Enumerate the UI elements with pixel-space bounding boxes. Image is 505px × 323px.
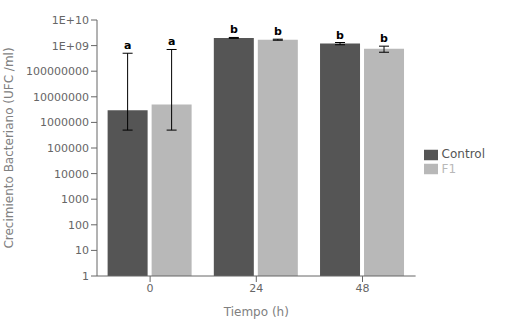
html-text:F1: F1 xyxy=(441,161,457,176)
html-text:Control: Control xyxy=(441,147,485,161)
svg-text:Crecimiento Bacteriano (UFC /m: Crecimiento Bacteriano (UFC /ml) xyxy=(8,47,16,248)
svg-text:b: b xyxy=(380,32,388,45)
svg-text:10000000: 10000000 xyxy=(33,91,89,104)
svg-text:10: 10 xyxy=(75,244,89,257)
svg-text:1E+10: 1E+10 xyxy=(52,14,89,27)
svg-text:24: 24 xyxy=(249,282,263,295)
svg-text:1: 1 xyxy=(82,270,89,283)
svg-text:100000000: 100000000 xyxy=(26,65,89,78)
svg-text:b: b xyxy=(230,23,238,36)
svg-text:0: 0 xyxy=(147,282,154,295)
svg-text:100000: 100000 xyxy=(47,142,89,155)
svg-text:b: b xyxy=(336,29,344,42)
svg-text:1000000: 1000000 xyxy=(40,116,89,129)
svg-text:100: 100 xyxy=(68,219,89,232)
svg-text:b: b xyxy=(274,25,282,38)
svg-text:Tiempo (h): Tiempo (h) xyxy=(223,305,289,319)
svg-text:10000: 10000 xyxy=(54,168,89,181)
svg-text:1000: 1000 xyxy=(61,193,89,206)
svg-text:48: 48 xyxy=(356,282,370,295)
svg-text:a: a xyxy=(124,39,131,52)
svg-text:a: a xyxy=(168,35,175,48)
svg-text:1E+09: 1E+09 xyxy=(52,40,89,53)
